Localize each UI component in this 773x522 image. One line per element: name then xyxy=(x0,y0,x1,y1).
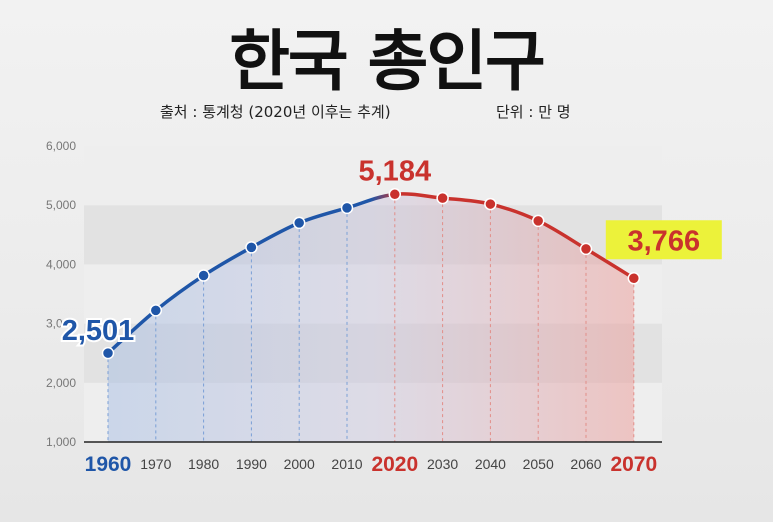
grid-band xyxy=(84,146,662,206)
x-tick-label: 2030 xyxy=(427,456,458,472)
data-point xyxy=(579,242,593,256)
data-label: 2,501 xyxy=(62,315,135,347)
x-tick-label: 2060 xyxy=(570,456,601,472)
data-point xyxy=(484,197,497,211)
x-tick-label: 2000 xyxy=(284,456,315,472)
data-label: 5,184 xyxy=(359,155,432,187)
x-tick-label: 1990 xyxy=(236,456,267,472)
data-point xyxy=(340,201,354,215)
data-point xyxy=(101,346,115,360)
source-note: 출처 : 통계청 (2020년 이후는 추계) xyxy=(160,103,391,121)
x-tick-label: 2050 xyxy=(523,456,554,472)
page-title: 한국 총인구 xyxy=(229,23,546,100)
y-tick-label: 5,000 xyxy=(46,198,76,212)
x-tick-label: 2070 xyxy=(610,453,657,476)
data-point xyxy=(149,304,163,317)
data-point xyxy=(245,241,258,254)
x-tick-label: 1980 xyxy=(188,456,219,472)
x-tick-label: 2010 xyxy=(331,456,362,472)
data-point xyxy=(197,269,210,282)
y-tick-label: 4,000 xyxy=(46,257,76,271)
data-label: 3,766 xyxy=(628,225,701,257)
data-point xyxy=(436,191,449,205)
y-tick-label: 1,000 xyxy=(46,435,76,449)
x-tick-label: 2020 xyxy=(371,453,418,476)
y-tick-label: 6,000 xyxy=(46,139,76,153)
x-tick-label: 2040 xyxy=(475,456,506,472)
data-label-highlight xyxy=(605,220,722,260)
data-point xyxy=(292,216,306,230)
x-tick-label: 1960 xyxy=(85,453,132,476)
y-tick-label: 3,000 xyxy=(46,317,76,331)
unit-note: 단위 : 만 명 xyxy=(496,103,571,121)
data-point xyxy=(388,188,402,201)
data-point xyxy=(531,214,545,228)
area-fill xyxy=(108,194,634,442)
data-point xyxy=(627,272,641,285)
x-tick-label: 1970 xyxy=(140,456,171,472)
y-tick-label: 2,000 xyxy=(46,376,76,390)
